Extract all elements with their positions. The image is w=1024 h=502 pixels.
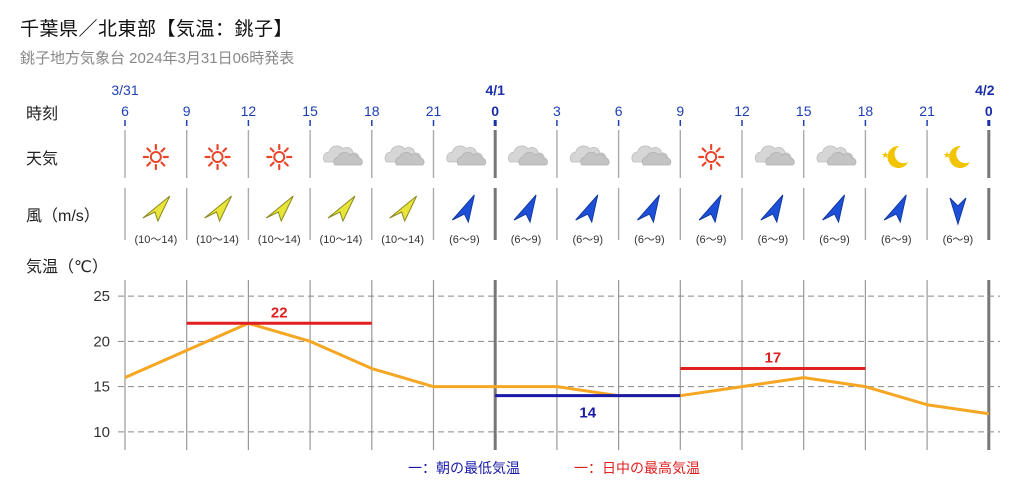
wind-speed-label: (6～9): [696, 234, 727, 246]
hour-tick-label: 3: [553, 103, 561, 119]
hour-tick-label: 12: [241, 103, 257, 119]
hour-tick-label: 9: [183, 103, 191, 119]
wind-speed-label: (6～9): [819, 234, 850, 246]
cloud-icon: [323, 145, 363, 166]
daily-high-label: 17: [765, 350, 782, 367]
hour-tick-label: 21: [919, 103, 935, 119]
wind-speed-label: (6～9): [758, 234, 789, 246]
date-label: 3/31: [111, 82, 138, 98]
wind-speed-label: (10～14): [320, 234, 363, 246]
wind-speed-label: (6～9): [943, 234, 974, 246]
sun-icon: [204, 143, 231, 171]
sun-icon: [266, 143, 293, 171]
cloud-icon: [446, 145, 487, 166]
hour-tick-label: 15: [302, 103, 318, 119]
cloud-icon: [631, 145, 672, 166]
cloud-icon: [569, 145, 610, 166]
wind-speed-label: (10～14): [134, 234, 177, 246]
issuer-subtitle: 銚子地方気象台 2024年3月31日06時発表: [20, 50, 295, 67]
svg-text:★: ★: [881, 150, 889, 160]
hour-tick-label: 6: [121, 103, 129, 119]
wind-arrow-icon: [327, 195, 356, 223]
hour-tick-label: 18: [364, 103, 380, 119]
wind-arrow-icon: [389, 195, 418, 223]
cloud-icon: [384, 145, 425, 166]
hour-tick-label: 21: [426, 103, 442, 119]
cloud-icon: [816, 145, 857, 166]
y-tick-label: 20: [93, 333, 110, 350]
wind-speed-label: (6～9): [572, 234, 603, 246]
row-label-wind: 風（m/s）: [26, 207, 100, 225]
row-label-time: 時刻: [26, 105, 58, 123]
temperature-line: [124, 321, 990, 416]
hour-tick-label: 0: [985, 103, 993, 119]
hour-tick-label: 18: [858, 103, 874, 119]
wind-speed-label: (6～9): [449, 234, 480, 246]
wind-arrow-icon: [760, 194, 784, 224]
cloud-icon: [754, 145, 795, 166]
moon-icon: ★: [881, 145, 909, 168]
wind-speed-label: (10～14): [258, 234, 301, 246]
moon-icon: ★: [943, 145, 970, 168]
wind-arrow-icon: [265, 195, 294, 223]
wind-arrow-icon: [204, 195, 233, 223]
wind-speed-label: (6～9): [634, 234, 665, 246]
hour-tick-label: 6: [615, 103, 623, 119]
wind-arrow-icon: [698, 194, 722, 224]
legend-high: 一：日中の最高気温: [574, 460, 700, 476]
row-label-temp: 気温（℃）: [26, 258, 108, 276]
wind-arrow-icon: [949, 197, 967, 226]
hour-tick-label: 9: [676, 103, 684, 119]
wind-arrow-icon: [513, 194, 537, 224]
row-label-weather: 天気: [26, 150, 58, 168]
date-label: 4/2: [975, 82, 995, 98]
svg-text:★: ★: [943, 150, 951, 160]
wind-arrow-icon: [637, 194, 660, 224]
wind-speed-label: (6～9): [511, 234, 542, 246]
daily-low-label: 14: [579, 405, 596, 422]
y-tick-label: 10: [93, 424, 110, 441]
wind-speed-label: (10～14): [381, 234, 424, 246]
hour-tick-label: 12: [734, 103, 750, 119]
legend-low: 一：朝の最低気温: [408, 460, 520, 476]
sun-icon: [142, 143, 169, 171]
wind-arrow-icon: [142, 195, 171, 223]
wind-speed-label: (10～14): [196, 234, 239, 246]
wind-arrow-icon: [575, 194, 599, 224]
daily-high-label: 22: [271, 304, 288, 321]
date-label: 4/1: [485, 82, 505, 98]
wind-speed-label: (6～9): [881, 234, 912, 246]
wind-arrow-icon: [822, 194, 846, 224]
hour-tick-label: 15: [796, 103, 812, 119]
sun-icon: [698, 143, 725, 171]
wind-arrow-icon: [883, 194, 907, 224]
hour-tick-label: 0: [491, 103, 499, 119]
y-tick-label: 25: [93, 288, 110, 305]
y-tick-label: 15: [93, 379, 110, 396]
wind-arrow-icon: [451, 194, 475, 224]
cloud-icon: [508, 145, 548, 166]
page-title: 千葉県／北東部【気温：銚子】: [20, 19, 294, 40]
